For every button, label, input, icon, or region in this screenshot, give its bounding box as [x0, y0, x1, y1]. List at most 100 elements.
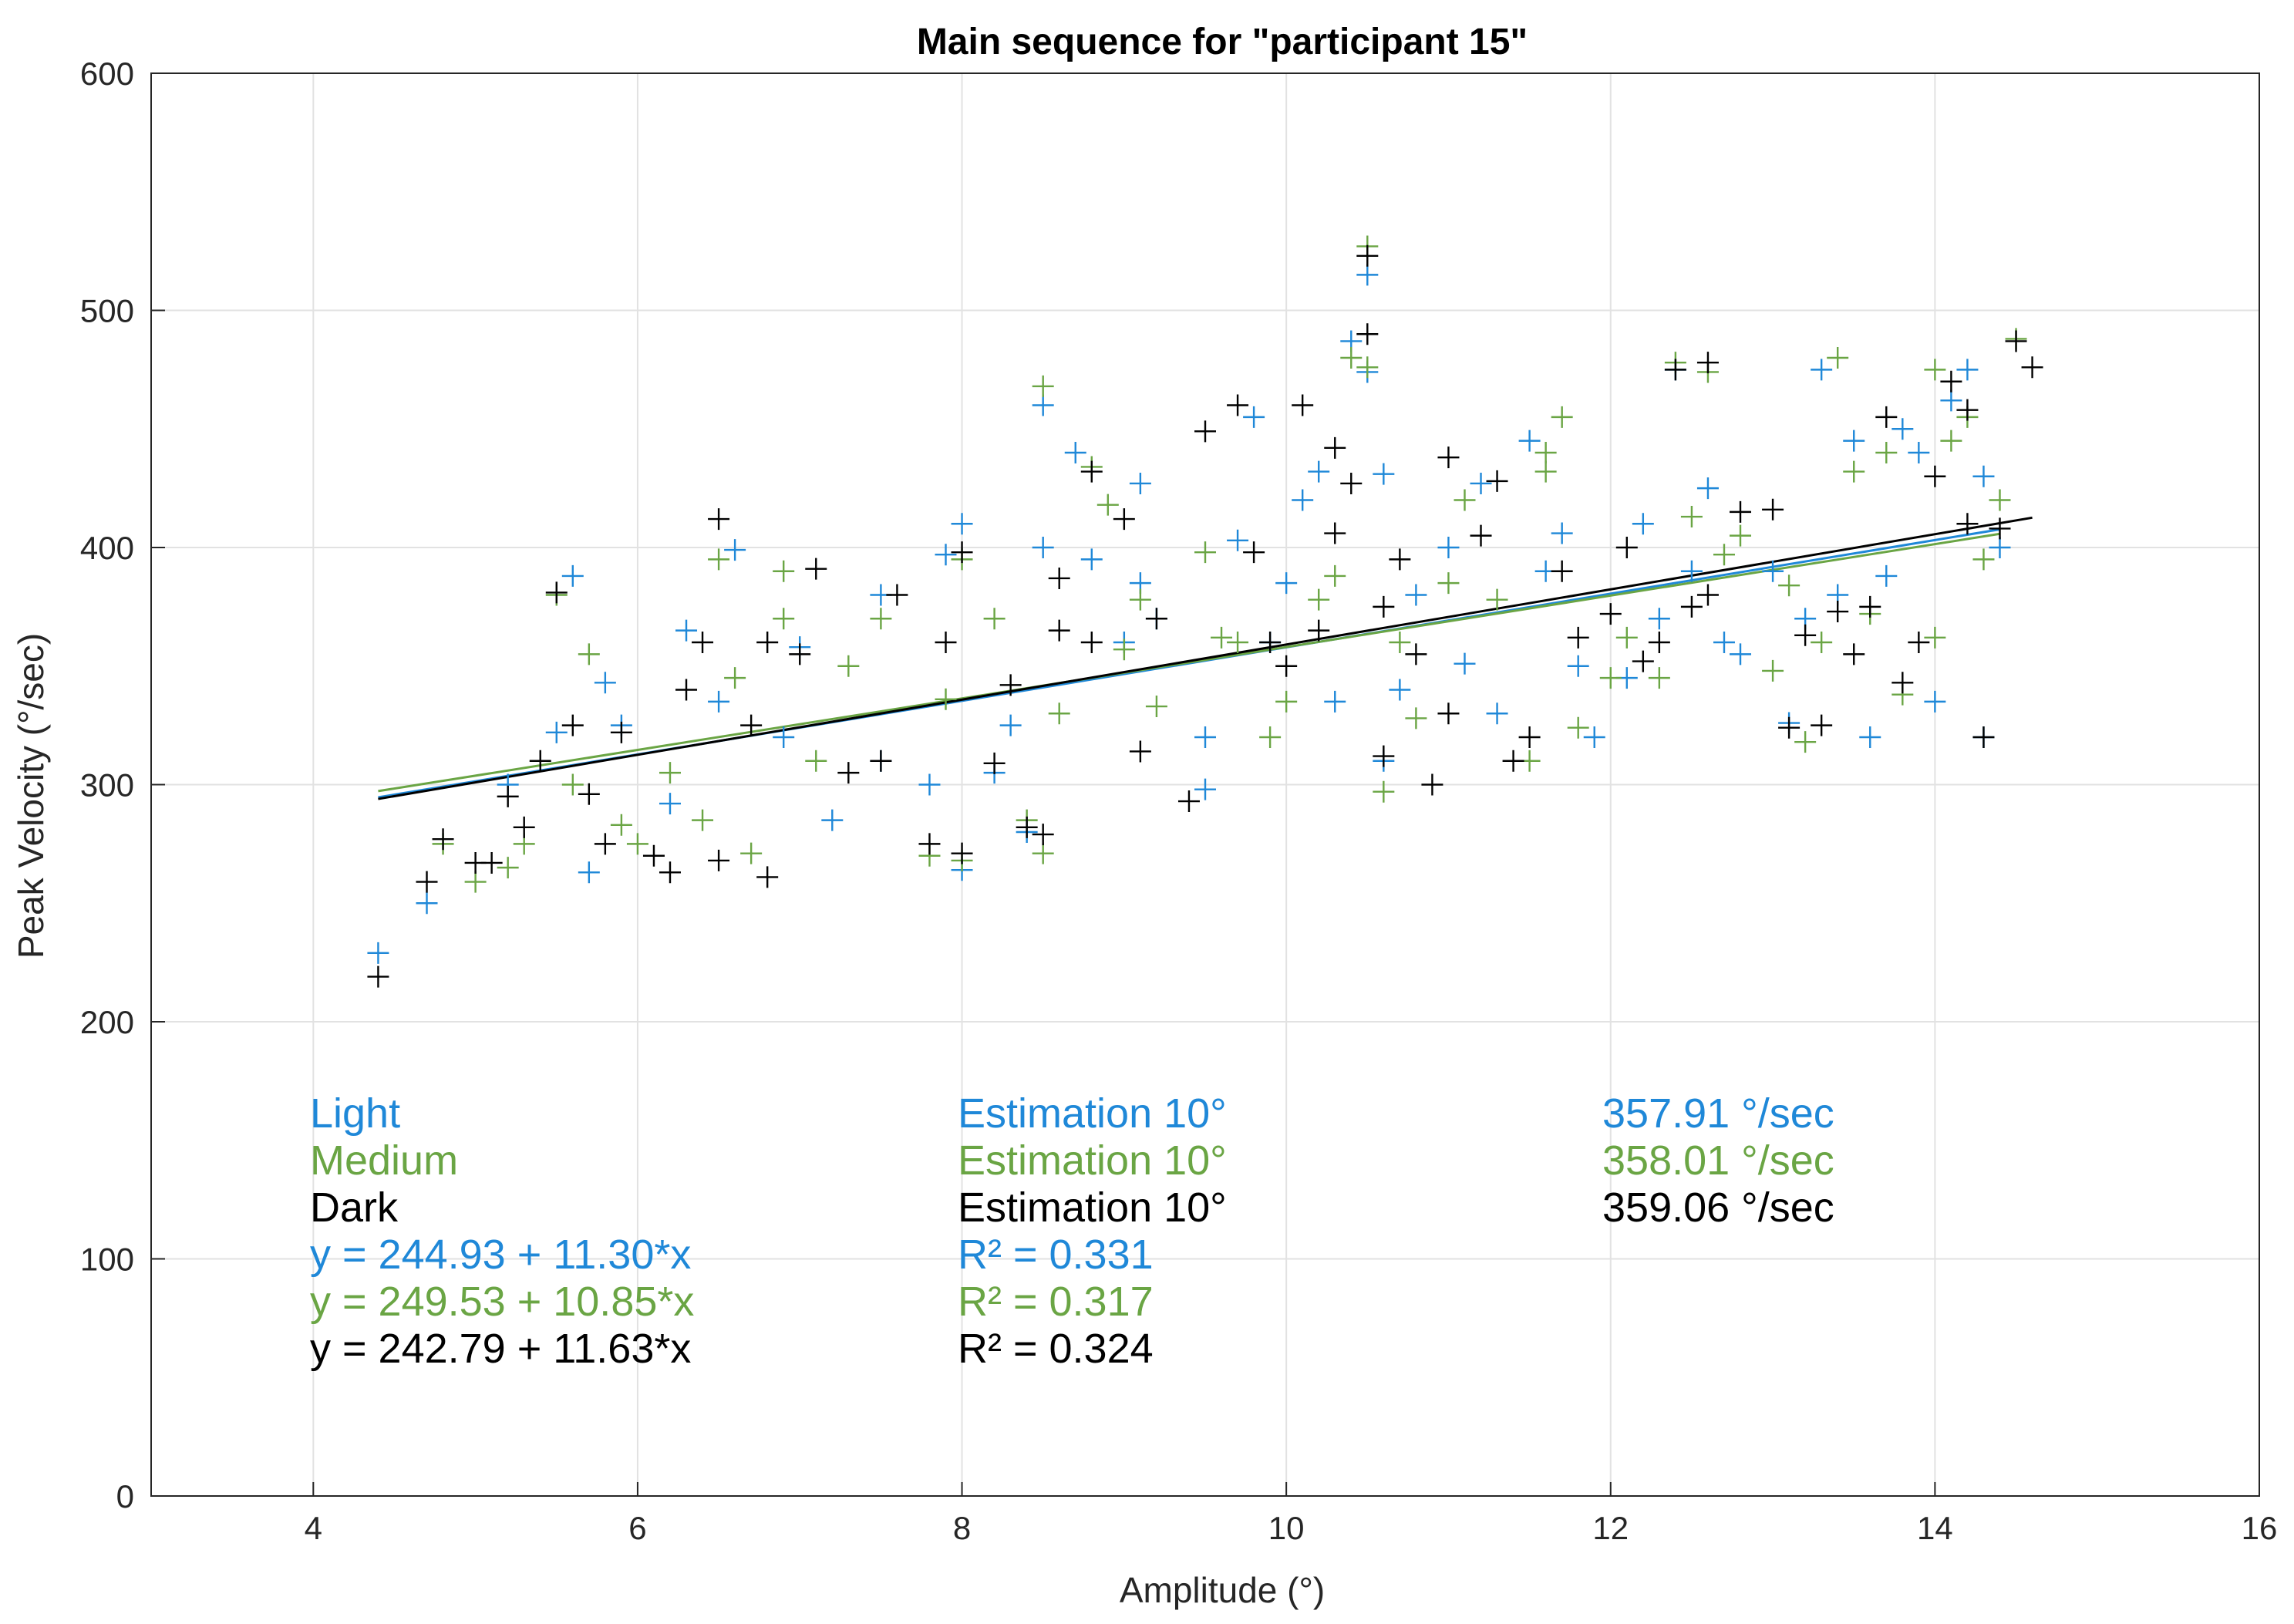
medium-point — [1454, 489, 1476, 511]
dark-point — [1891, 672, 1914, 694]
dark-point — [1811, 714, 1833, 736]
dark-point — [2021, 356, 2043, 379]
light-point — [821, 809, 844, 831]
annotations: Light Estimation 10° 357.91 °/sec y = 244.9… — [310, 1090, 1834, 1372]
medium-point — [773, 560, 795, 582]
light-point — [1454, 652, 1476, 675]
medium-point — [1259, 726, 1282, 748]
light-point — [1648, 608, 1670, 630]
y-tick-label: 100 — [80, 1242, 134, 1278]
dark-point — [870, 750, 892, 772]
medium-point — [497, 857, 519, 879]
dark-point — [1956, 399, 1979, 421]
dark-point — [1292, 394, 1314, 416]
medium-point — [1762, 659, 1784, 682]
dark-point — [756, 866, 779, 888]
dark-point — [708, 849, 730, 871]
light-point — [1243, 406, 1265, 428]
dark-point — [1615, 537, 1638, 558]
dark-point — [1486, 470, 1508, 492]
dark-point — [1324, 522, 1346, 544]
dark-point — [886, 584, 908, 606]
dark-point — [1421, 773, 1443, 796]
light-point — [1762, 560, 1784, 582]
y-tick-label: 400 — [80, 530, 134, 566]
medium-point — [1194, 541, 1216, 564]
dark-point — [1567, 626, 1589, 649]
light-point — [935, 544, 957, 566]
x-tick-label: 14 — [1917, 1510, 1953, 1546]
dark-point — [1843, 643, 1865, 665]
light-point — [1470, 472, 1492, 494]
x-tick-label: 12 — [1592, 1510, 1629, 1546]
light-point — [1080, 548, 1103, 571]
medium-point — [561, 773, 584, 796]
light-point — [773, 726, 795, 748]
medium-point — [1389, 632, 1411, 653]
dark-point — [1243, 541, 1265, 564]
y-axis-label: Peak Velocity (°/sec) — [11, 633, 51, 959]
light-point — [724, 539, 746, 561]
medium-point — [1534, 460, 1557, 483]
dark-point — [1437, 446, 1460, 469]
medium-point — [1680, 506, 1703, 528]
x-tick-label: 6 — [628, 1510, 646, 1546]
medium-point — [708, 548, 730, 571]
light-point — [1989, 537, 2011, 558]
light-point — [1972, 465, 1995, 487]
light-point — [1843, 430, 1865, 452]
light-point — [1696, 477, 1719, 500]
estimation-label: Estimation 10° — [958, 1090, 1227, 1137]
dark-point — [999, 674, 1022, 696]
light-point — [999, 714, 1022, 736]
dark-point — [1664, 359, 1686, 381]
dark-point — [951, 541, 973, 564]
dark-point — [529, 750, 551, 772]
light-point — [1956, 359, 1979, 381]
dark-point — [1080, 632, 1103, 653]
dark-point — [659, 861, 681, 884]
medium-point — [935, 688, 957, 710]
dark-point — [1696, 584, 1719, 606]
medium-point — [578, 643, 600, 665]
medium-point — [1648, 667, 1670, 689]
estimation-label: Estimation 10° — [958, 1184, 1227, 1231]
dark-point — [1972, 726, 1995, 748]
fit-equation: y = 249.53 + 10.85*x — [310, 1279, 694, 1325]
dark-point — [1389, 548, 1411, 571]
dark-point — [1696, 352, 1719, 374]
dark-point — [1308, 619, 1330, 642]
medium-point — [1875, 442, 1898, 463]
medium-point — [1211, 626, 1233, 649]
x-tick-label: 4 — [305, 1510, 322, 1546]
medium-point — [870, 608, 892, 630]
dark-point — [1275, 655, 1298, 677]
dark-point — [1940, 370, 1962, 393]
light-point — [1405, 584, 1427, 606]
dark-point — [594, 833, 616, 855]
medium-point — [724, 667, 746, 689]
light-point — [1194, 778, 1216, 800]
dark-point — [1875, 406, 1898, 428]
r-squared-value: R² = 0.317 — [958, 1279, 1154, 1325]
dark-point — [1227, 394, 1249, 416]
dark-point — [740, 714, 763, 736]
medium-point — [1811, 632, 1833, 653]
y-tick-label: 600 — [80, 56, 134, 92]
medium-point — [1843, 460, 1865, 483]
medium-point — [1778, 574, 1801, 597]
dark-point — [675, 679, 698, 701]
dark-point — [692, 632, 714, 653]
medium-point — [1356, 356, 1379, 379]
medium-point — [1405, 707, 1427, 729]
dark-point — [1648, 632, 1670, 653]
light-point — [1129, 472, 1151, 494]
x-axis-label: Amplitude (°) — [1120, 1570, 1325, 1610]
light-point — [1275, 572, 1298, 595]
x-tick-label: 16 — [2242, 1510, 2278, 1546]
light-point — [675, 619, 698, 642]
dark-point — [1502, 750, 1524, 772]
medium-point — [1794, 731, 1817, 753]
dark-point — [561, 714, 584, 736]
light-point — [1875, 564, 1898, 587]
